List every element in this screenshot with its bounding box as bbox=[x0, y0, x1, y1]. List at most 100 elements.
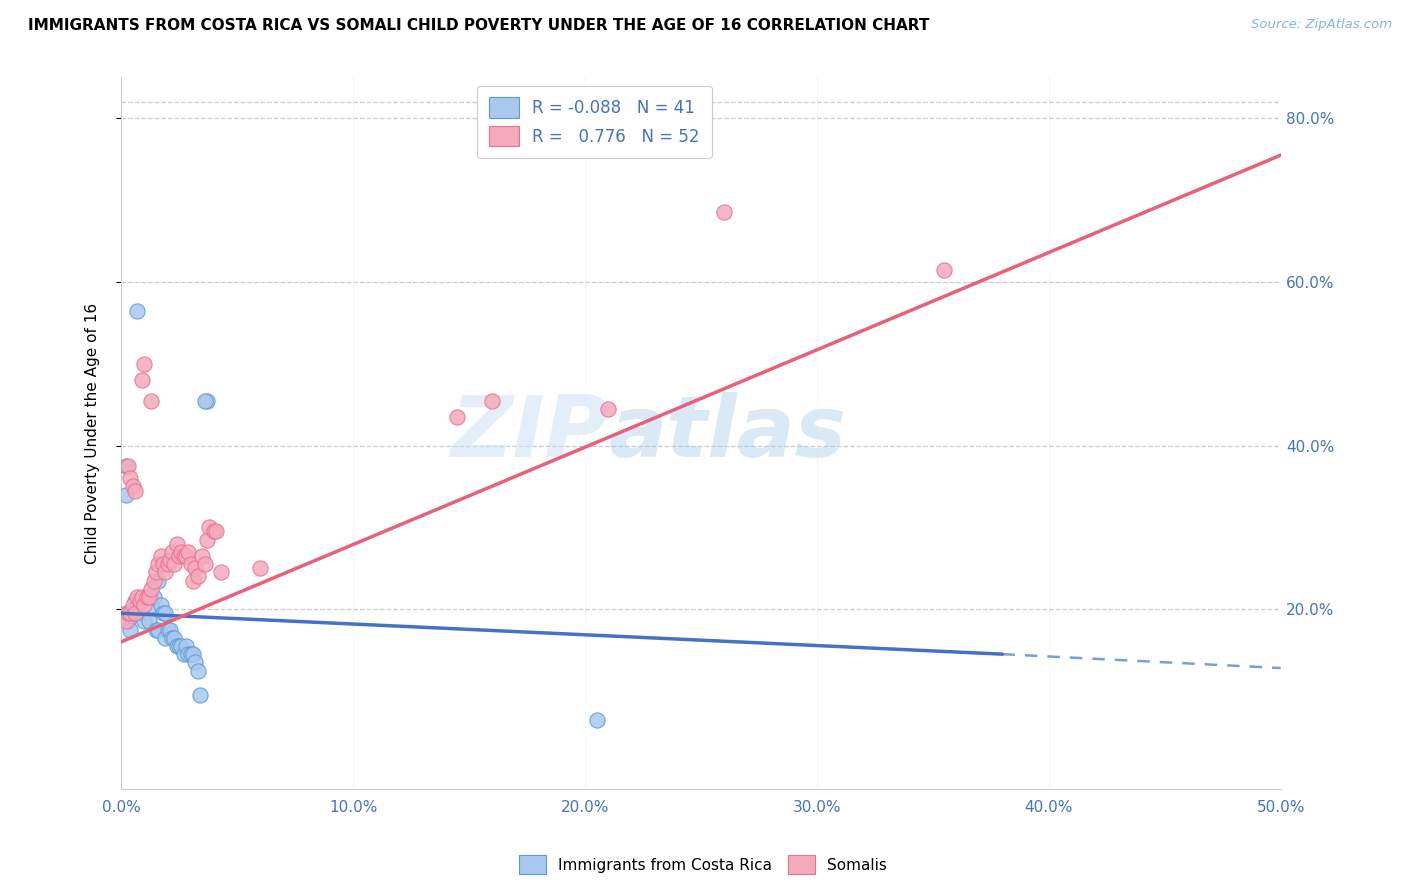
Point bbox=[205, 524, 228, 539]
Point bbox=[148, 574, 170, 588]
Point bbox=[598, 401, 620, 416]
Point bbox=[159, 553, 181, 567]
Point bbox=[481, 393, 503, 408]
Text: Source: ZipAtlas.com: Source: ZipAtlas.com bbox=[1251, 18, 1392, 31]
Point bbox=[141, 393, 163, 408]
Point bbox=[128, 607, 150, 621]
Point bbox=[585, 713, 607, 727]
Point bbox=[138, 615, 160, 629]
Point bbox=[163, 631, 186, 645]
Point bbox=[145, 566, 167, 580]
Point bbox=[187, 569, 209, 583]
Point bbox=[153, 607, 176, 621]
Point bbox=[131, 590, 153, 604]
Point bbox=[114, 458, 136, 473]
Point bbox=[152, 607, 174, 621]
Point bbox=[127, 590, 149, 604]
Point bbox=[145, 623, 167, 637]
Text: ZIP: ZIP bbox=[450, 392, 609, 475]
Point bbox=[124, 483, 146, 498]
Point bbox=[114, 488, 136, 502]
Point bbox=[121, 479, 143, 493]
Point bbox=[159, 623, 181, 637]
Point bbox=[934, 262, 956, 277]
Point bbox=[152, 557, 174, 571]
Point bbox=[120, 607, 142, 621]
Point bbox=[117, 607, 139, 621]
Legend: Immigrants from Costa Rica, Somalis: Immigrants from Costa Rica, Somalis bbox=[513, 849, 893, 880]
Point bbox=[209, 566, 232, 580]
Point bbox=[121, 607, 143, 621]
Point bbox=[198, 520, 221, 534]
Point bbox=[194, 393, 217, 408]
Point bbox=[180, 647, 202, 661]
Point bbox=[114, 615, 136, 629]
Point bbox=[121, 598, 143, 612]
Point bbox=[135, 590, 157, 604]
Point bbox=[131, 602, 153, 616]
Point bbox=[117, 615, 139, 629]
Text: atlas: atlas bbox=[609, 392, 846, 475]
Point bbox=[446, 409, 468, 424]
Text: IMMIGRANTS FROM COSTA RICA VS SOMALI CHILD POVERTY UNDER THE AGE OF 16 CORRELATI: IMMIGRANTS FROM COSTA RICA VS SOMALI CHI… bbox=[28, 18, 929, 33]
Point bbox=[195, 393, 218, 408]
Point bbox=[127, 303, 149, 318]
Point bbox=[160, 545, 183, 559]
Point bbox=[148, 557, 170, 571]
Point bbox=[170, 545, 193, 559]
Point bbox=[167, 549, 190, 563]
Point bbox=[120, 471, 142, 485]
Point bbox=[194, 557, 217, 571]
Point bbox=[166, 537, 188, 551]
Y-axis label: Child Poverty Under the Age of 16: Child Poverty Under the Age of 16 bbox=[86, 302, 100, 564]
Point bbox=[127, 598, 149, 612]
Point bbox=[117, 458, 139, 473]
Point bbox=[166, 639, 188, 653]
Point bbox=[141, 582, 163, 596]
Point bbox=[188, 688, 211, 702]
Point bbox=[134, 615, 156, 629]
Point bbox=[191, 549, 214, 563]
Point bbox=[187, 664, 209, 678]
Point bbox=[141, 598, 163, 612]
Point bbox=[184, 561, 207, 575]
Point bbox=[173, 549, 195, 563]
Point bbox=[134, 357, 156, 371]
Point bbox=[177, 647, 200, 661]
Point bbox=[148, 623, 170, 637]
Point bbox=[135, 590, 157, 604]
Point bbox=[167, 639, 190, 653]
Point bbox=[120, 623, 142, 637]
Point bbox=[138, 590, 160, 604]
Point bbox=[160, 631, 183, 645]
Point bbox=[128, 594, 150, 608]
Point bbox=[114, 607, 136, 621]
Point bbox=[124, 594, 146, 608]
Point bbox=[249, 561, 271, 575]
Point bbox=[156, 623, 179, 637]
Point bbox=[202, 524, 225, 539]
Point bbox=[131, 373, 153, 387]
Point bbox=[153, 631, 176, 645]
Point bbox=[170, 639, 193, 653]
Point bbox=[153, 566, 176, 580]
Point bbox=[713, 205, 735, 219]
Point bbox=[142, 574, 165, 588]
Point bbox=[124, 607, 146, 621]
Point bbox=[195, 533, 218, 547]
Point bbox=[134, 598, 156, 612]
Point bbox=[156, 557, 179, 571]
Point bbox=[181, 647, 204, 661]
Point bbox=[174, 639, 197, 653]
Point bbox=[163, 557, 186, 571]
Point bbox=[142, 590, 165, 604]
Point bbox=[184, 656, 207, 670]
Point bbox=[149, 598, 172, 612]
Point bbox=[149, 549, 172, 563]
Point bbox=[177, 545, 200, 559]
Point bbox=[180, 557, 202, 571]
Legend: R = -0.088   N = 41, R =   0.776   N = 52: R = -0.088 N = 41, R = 0.776 N = 52 bbox=[478, 86, 711, 158]
Point bbox=[173, 647, 195, 661]
Point bbox=[174, 549, 197, 563]
Point bbox=[181, 574, 204, 588]
